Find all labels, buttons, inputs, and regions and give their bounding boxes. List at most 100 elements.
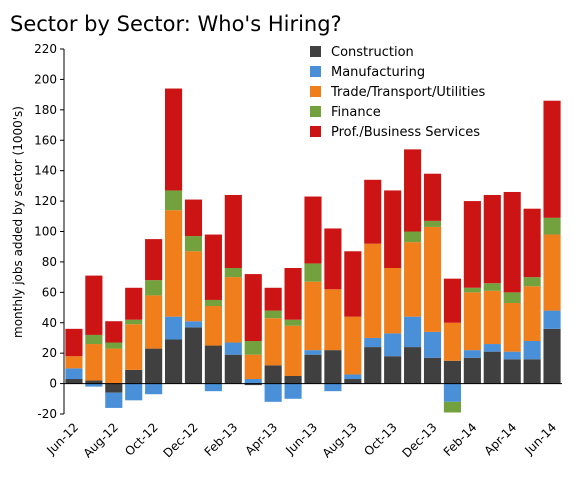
bar-segment-trade-transport-utilities-mar-14 (483, 290, 501, 345)
bar-segment-finance-may-14 (523, 277, 541, 287)
bar-segment-finance-nov-12 (164, 190, 183, 211)
bar-segment-trade-transport-utilities-oct-12 (145, 295, 163, 349)
bar-segment-prof-business-services-oct-12 (145, 239, 163, 281)
bar-segment-prof-business-services-sep-12 (125, 287, 143, 320)
bar-segment-manufacturing-jun-14 (543, 310, 561, 329)
bar-segment-manufacturing-may-14 (523, 341, 541, 360)
bar-segment-finance-jul-12 (85, 334, 103, 345)
bar-segment-construction-jul-13 (324, 350, 342, 384)
bar-segment-prof-business-services-jan-14 (443, 278, 461, 323)
legend-label: Prof./Business Services (331, 125, 480, 140)
x-tick-label: Apr-14 (481, 420, 519, 458)
bar-segment-finance-feb-14 (463, 287, 481, 293)
y-tick-label: 160 (34, 133, 57, 147)
bar-segment-finance-sep-12 (125, 319, 143, 325)
bar-segment-finance-mar-13 (244, 341, 262, 355)
bar-segment-prof-business-services-aug-13 (344, 251, 362, 317)
bar-segment-prof-business-services-jun-14 (543, 100, 561, 218)
x-tick-label: Feb-13 (202, 420, 241, 459)
bar-segment-construction-jun-13 (304, 354, 322, 384)
legend-label: Trade/Transport/Utilities (330, 85, 486, 100)
legend-swatch (310, 126, 321, 137)
bar-segment-trade-transport-utilities-jun-14 (543, 234, 561, 311)
bar-segment-trade-transport-utilities-oct-13 (384, 268, 402, 334)
bar-segment-manufacturing-jul-12 (85, 383, 103, 387)
bar-segment-prof-business-services-jul-13 (324, 228, 342, 290)
bar-segment-construction-oct-13 (384, 356, 402, 384)
y-axis-label: monthly jobs added by sector (1000's) (11, 106, 25, 338)
y-tick-label: 20 (42, 346, 57, 360)
bar-segment-manufacturing-mar-13 (244, 379, 262, 384)
bar-segment-construction-mar-14 (483, 351, 501, 384)
y-tick-label: 80 (42, 255, 57, 269)
y-tick-labels: -20 0 20 40 60 80 100 120 140 160 180 200 220 (34, 42, 64, 421)
x-tick-label: Dec-13 (399, 420, 439, 460)
bar-segment-construction-jan-13 (204, 345, 222, 384)
bar-segment-prof-business-services-mar-14 (483, 195, 501, 284)
bar-segment-construction-nov-13 (404, 347, 422, 384)
legend-label: Construction (331, 45, 414, 60)
y-tick-label: 0 (49, 377, 57, 391)
bar-segment-finance-jun-13 (304, 263, 322, 282)
x-tick-label: Aug-13 (320, 420, 360, 460)
bar-segment-construction-jul-12 (85, 380, 103, 384)
bar-segment-trade-transport-utilities-dec-12 (184, 251, 203, 322)
bar-segment-manufacturing-jan-13 (204, 383, 222, 392)
legend-swatch (310, 86, 321, 97)
bar-segment-prof-business-services-may-14 (523, 208, 541, 278)
bar-segment-prof-business-services-nov-13 (404, 149, 422, 232)
bar-segment-finance-mar-14 (483, 283, 501, 291)
bar-segment-trade-transport-utilities-jan-13 (204, 306, 222, 346)
bar-segment-trade-transport-utilities-jun-13 (304, 281, 322, 351)
bar-segment-prof-business-services-mar-13 (244, 274, 262, 341)
bar-segment-trade-transport-utilities-nov-12 (164, 210, 183, 317)
bar-segment-construction-dec-12 (184, 327, 203, 384)
bar-segment-prof-business-services-may-13 (284, 268, 302, 320)
legend-label: Manufacturing (331, 65, 425, 80)
bar-segment-prof-business-services-jan-13 (204, 234, 222, 300)
x-tick-label: Dec-12 (160, 420, 200, 460)
bar-segment-construction-jun-12 (65, 379, 83, 384)
bar-segment-construction-oct-12 (145, 348, 163, 384)
bar-segment-manufacturing-apr-13 (264, 383, 282, 402)
bar-segment-finance-may-13 (284, 319, 302, 326)
x-tick-label: Aug-12 (81, 420, 121, 460)
bar-segment-construction-may-14 (523, 359, 541, 384)
bar-segment-construction-apr-14 (503, 359, 521, 384)
y-tick-label: 140 (34, 164, 57, 178)
bar-segment-trade-transport-utilities-may-13 (284, 325, 302, 376)
bar-segment-manufacturing-jan-14 (443, 383, 461, 402)
bar-segment-prof-business-services-oct-13 (384, 190, 402, 268)
bar-segment-trade-transport-utilities-sep-13 (364, 243, 382, 338)
bar-segment-manufacturing-jun-12 (65, 368, 83, 380)
legend-label: Finance (331, 105, 381, 120)
bar-segment-trade-transport-utilities-may-14 (523, 286, 541, 341)
legend-swatch (310, 66, 321, 77)
bar-segment-trade-transport-utilities-mar-13 (244, 354, 262, 380)
legend-swatch (310, 46, 321, 57)
bar-segment-construction-nov-12 (164, 339, 183, 384)
bar-segment-trade-transport-utilities-jun-12 (65, 356, 83, 369)
bar-segment-manufacturing-feb-14 (463, 350, 481, 358)
x-tick-label: Apr-13 (242, 420, 280, 458)
bar-segment-construction-jun-14 (543, 328, 561, 384)
bar-segment-manufacturing-sep-12 (125, 383, 143, 401)
bar-segment-trade-transport-utilities-feb-14 (463, 292, 481, 351)
bar-segment-trade-transport-utilities-aug-13 (344, 316, 362, 375)
bar-segment-prof-business-services-sep-13 (364, 179, 382, 244)
bar-segment-prof-business-services-dec-13 (423, 173, 442, 221)
y-tick-label: 220 (34, 42, 57, 56)
bar-segment-manufacturing-aug-13 (344, 374, 362, 380)
bar-segment-manufacturing-jun-13 (304, 350, 322, 355)
y-tick-label: 100 (34, 225, 57, 239)
bar-segment-manufacturing-jul-13 (324, 383, 342, 392)
bar-segment-finance-dec-13 (423, 220, 442, 227)
bar-segment-construction-aug-13 (344, 379, 362, 384)
bar-segment-manufacturing-oct-13 (384, 333, 402, 357)
bar-segment-finance-jun-14 (543, 217, 561, 235)
bar-segment-trade-transport-utilities-feb-13 (224, 277, 242, 343)
bar-segment-prof-business-services-jul-12 (85, 275, 103, 335)
bar-segment-trade-transport-utilities-dec-13 (423, 226, 442, 332)
bar-segment-construction-apr-13 (264, 365, 282, 384)
bar-segment-finance-feb-13 (224, 268, 242, 278)
